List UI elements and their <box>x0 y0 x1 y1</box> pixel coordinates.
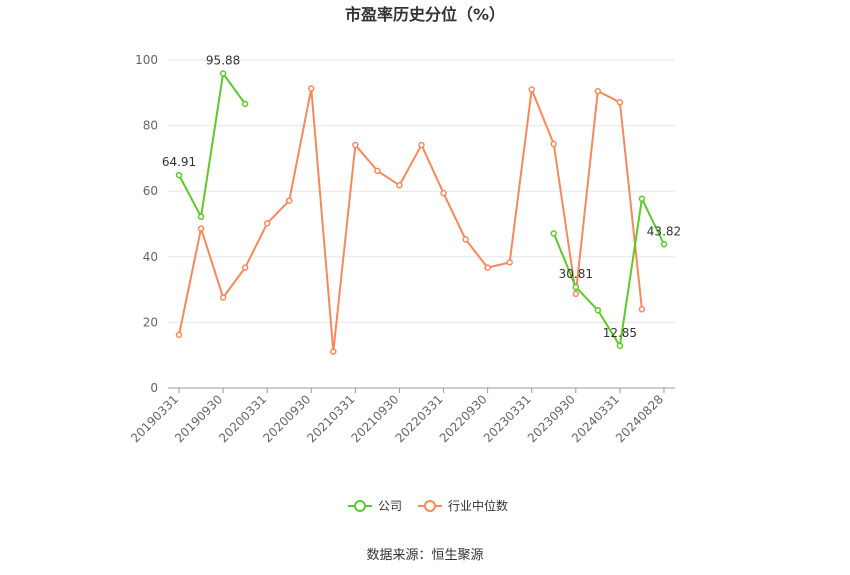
legend-marker <box>424 500 436 512</box>
data-point <box>638 195 646 202</box>
data-point <box>285 197 293 204</box>
data-point <box>572 283 580 291</box>
series-line-行业中位数 <box>178 87 643 353</box>
data-point <box>594 87 602 95</box>
data-point <box>506 259 513 266</box>
gridlines <box>168 59 675 323</box>
data-label: 64.91 <box>162 155 196 169</box>
data-point <box>330 348 337 355</box>
data-point <box>241 264 249 271</box>
data-point <box>263 220 271 227</box>
data-point <box>550 230 558 237</box>
source-note: 数据来源：恒生聚源 <box>366 548 483 563</box>
y-tick-label: 0 <box>150 381 158 395</box>
data-point <box>616 342 624 350</box>
data-point <box>550 140 558 148</box>
y-tick-label: 20 <box>143 315 158 329</box>
data-point <box>352 141 359 149</box>
y-tick-label: 80 <box>143 119 158 133</box>
data-point <box>219 294 227 301</box>
data-point <box>594 307 602 314</box>
legend-marker <box>354 500 366 512</box>
legend[interactable]: 公司 行业中位数 <box>348 498 508 513</box>
x-axis: 2019033120190930202003312020093020210331… <box>128 387 675 445</box>
data-point <box>374 167 381 175</box>
data-point <box>418 141 425 149</box>
legend-label: 行业中位数 <box>448 498 508 513</box>
data-point <box>219 70 227 77</box>
y-tick-label: 40 <box>143 250 158 264</box>
data-point <box>396 182 403 189</box>
data-point <box>528 86 535 93</box>
data-label: 30.81 <box>559 267 593 281</box>
legend-item[interactable]: 行业中位数 <box>418 498 508 513</box>
series-layer <box>175 70 668 355</box>
data-point <box>175 331 183 339</box>
data-point <box>241 100 249 108</box>
legend-item[interactable]: 公司 <box>348 499 402 513</box>
data-label: 12.85 <box>603 326 637 340</box>
data-point <box>197 213 205 221</box>
data-point <box>572 290 580 298</box>
y-axis: 0 20 40 60 80 100 <box>135 53 158 395</box>
data-point <box>616 99 624 106</box>
data-point <box>484 264 491 271</box>
legend-label: 公司 <box>378 499 402 513</box>
data-label: 95.88 <box>206 54 240 68</box>
y-tick-label: 60 <box>143 184 158 198</box>
series-line-公司 <box>178 72 246 218</box>
series-line-公司 <box>552 197 665 347</box>
data-point <box>308 85 315 92</box>
x-tick-label: 20240828 <box>613 392 666 445</box>
data-point <box>197 225 205 232</box>
data-point <box>638 306 646 313</box>
data-labels: 64.91 95.88 30.81 12.85 43.82 <box>162 54 681 340</box>
data-point <box>175 171 183 179</box>
chart-title: 市盈率历史分位（%） <box>345 5 505 24</box>
data-label: 43.82 <box>647 224 681 238</box>
data-point <box>660 241 668 248</box>
data-point <box>440 189 447 197</box>
data-point <box>462 236 469 243</box>
y-tick-label: 100 <box>135 53 158 67</box>
